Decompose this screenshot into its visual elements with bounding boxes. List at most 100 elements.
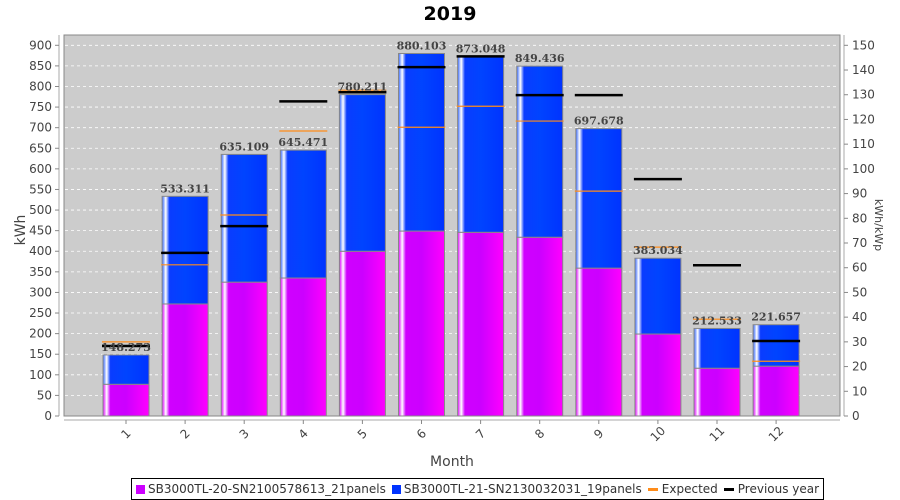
- x-tick-label: 10: [648, 424, 669, 445]
- y-tick-label: 400: [29, 244, 52, 258]
- y-tick-label: 0: [44, 409, 52, 423]
- y-right-tick-label: 90: [852, 187, 867, 201]
- y-tick-label: 50: [37, 388, 52, 402]
- legend: SB3000TL-20-SN2100578613_21panels SB3000…: [131, 478, 825, 500]
- y-right-tick-label: 40: [852, 310, 867, 324]
- y-tick-label: 650: [29, 141, 52, 155]
- y-tick-label: 900: [29, 38, 52, 52]
- bar-segment-inverter-20: [279, 277, 327, 417]
- legend-item-expected: Expected: [647, 482, 718, 496]
- y-right-tick-label: 10: [852, 384, 867, 398]
- y-tick-label: 550: [29, 182, 52, 196]
- bar-total-label: 635.109: [219, 140, 269, 153]
- bar-segment-inverter-21: [338, 94, 386, 252]
- legend-swatch-orange-line: [647, 487, 658, 491]
- y-right-tick-label: 140: [852, 63, 875, 77]
- y-tick-label: 500: [29, 203, 52, 217]
- x-tick-label: 1: [118, 426, 133, 441]
- chart-title: 2019: [424, 3, 477, 25]
- bars: [102, 52, 800, 417]
- y-right-tick-label: 0: [852, 409, 860, 423]
- bar-total-label: 221.657: [751, 311, 801, 324]
- y-tick-label: 250: [29, 306, 52, 320]
- y-tick-label: 850: [29, 59, 52, 73]
- bar-segment-inverter-20: [693, 367, 741, 417]
- y-right-tick-label: 120: [852, 112, 875, 126]
- x-tick-label: 9: [591, 426, 606, 441]
- bar-segment-inverter-21: [220, 153, 268, 283]
- y-right-tick-label: 30: [852, 335, 867, 349]
- x-tick-label: 11: [707, 424, 728, 445]
- bar-segment-inverter-20: [220, 281, 268, 417]
- y-tick-label: 600: [29, 162, 52, 176]
- legend-label: SB3000TL-21-SN2130032031_19panels: [403, 482, 642, 496]
- y-axis-left: 0 50 100 150 200 250 300 350 400 450 500 550 600 650 7…: [29, 35, 60, 423]
- bar-total-label: 533.311: [160, 182, 210, 195]
- x-tick-label: 6: [414, 426, 429, 441]
- legend-label: Expected: [661, 482, 718, 496]
- bar-segment-inverter-20: [634, 333, 682, 417]
- y-axis-right-label: kWh/kWp: [872, 199, 885, 251]
- x-tick-label: 8: [532, 426, 547, 441]
- y-right-tick-label: 60: [852, 261, 867, 275]
- y-tick-label: 700: [29, 121, 52, 135]
- bar-segment-inverter-21: [457, 55, 505, 233]
- bar-segment-inverter-20: [338, 250, 386, 417]
- y-right-tick-label: 110: [852, 137, 875, 151]
- x-tick-label: 12: [766, 424, 787, 445]
- bar-segment-inverter-20: [752, 365, 800, 417]
- bar-total-label: 880.103: [397, 39, 447, 52]
- y-right-tick-label: 100: [852, 162, 875, 176]
- bar-total-label: 383.034: [633, 244, 683, 257]
- bar-total-label: 148.273: [101, 341, 151, 354]
- y-right-tick-label: 70: [852, 236, 867, 250]
- bar-segment-inverter-21: [752, 324, 800, 367]
- x-tick-label: 4: [296, 426, 311, 441]
- x-axis-label: Month: [430, 454, 474, 470]
- y-right-tick-label: 20: [852, 360, 867, 374]
- y-tick-label: 800: [29, 79, 52, 93]
- data-labels: 148.273 533.311 635.109 645.471 780.211 880.1…: [101, 39, 801, 353]
- bar-total-label: 212.533: [692, 314, 742, 327]
- bar-total-label: 697.678: [574, 115, 624, 128]
- y-tick-label: 150: [29, 347, 52, 361]
- bar-segment-inverter-21: [102, 354, 150, 385]
- x-axis: 1 2 3 4 5 6 7 8 9 10 11 12: [64, 419, 840, 445]
- bar-total-label: 780.211: [338, 81, 388, 94]
- bar-segment-inverter-21: [575, 128, 623, 269]
- x-tick-label: 7: [473, 426, 488, 441]
- y-tick-label: 300: [29, 285, 52, 299]
- bar-segment-inverter-21: [398, 52, 445, 232]
- y-tick-label: 200: [29, 327, 52, 341]
- y-right-tick-label: 50: [852, 285, 867, 299]
- legend-swatch-blue: [391, 484, 401, 494]
- bar-segment-inverter-20: [575, 267, 623, 417]
- bar-segment-inverter-20: [398, 230, 445, 417]
- y-tick-label: 100: [29, 368, 52, 382]
- bar-segment-inverter-21: [693, 327, 741, 369]
- bar-total-label: 849.436: [515, 52, 565, 65]
- y-tick-label: 750: [29, 100, 52, 114]
- y-right-tick-label: 80: [852, 211, 867, 225]
- y-right-tick-label: 150: [852, 38, 875, 52]
- bar-total-label: 645.471: [278, 136, 328, 149]
- markers: [102, 55, 801, 362]
- legend-item-inverter-20: SB3000TL-20-SN2100578613_21panels: [136, 482, 386, 496]
- legend-label: Previous year: [737, 482, 820, 496]
- legend-swatch-black-line: [723, 487, 734, 491]
- bar-segment-inverter-21: [516, 65, 564, 238]
- bar-segment-inverter-20: [516, 236, 564, 417]
- legend-label: SB3000TL-20-SN2100578613_21panels: [148, 482, 386, 496]
- bar-segment-inverter-21: [161, 195, 209, 305]
- x-tick-label: 5: [355, 426, 370, 441]
- bar-segment-inverter-20: [161, 303, 209, 417]
- y-right-tick-label: 130: [852, 88, 875, 102]
- x-tick-label: 3: [237, 426, 252, 441]
- y-tick-label: 450: [29, 224, 52, 238]
- y-axis-label: kWh: [13, 215, 29, 246]
- y-tick-label: 350: [29, 265, 52, 279]
- bar-segment-inverter-20: [457, 231, 505, 417]
- legend-swatch-magenta: [136, 484, 145, 494]
- x-tick-label: 2: [177, 426, 192, 441]
